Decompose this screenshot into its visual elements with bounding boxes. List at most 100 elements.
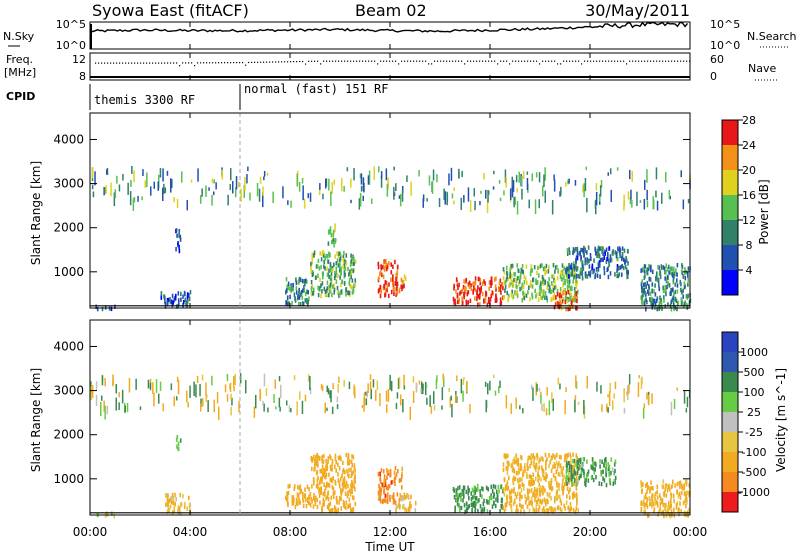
heatmap-cell	[128, 378, 131, 393]
heatmap-cell	[555, 460, 558, 466]
heatmap-cell	[686, 497, 688, 502]
freq-point	[299, 60, 301, 63]
heatmap-cell	[345, 452, 348, 458]
heatmap-cell	[333, 283, 335, 288]
heatmap-cell	[172, 496, 175, 501]
heatmap-cell	[274, 379, 276, 389]
heatmap-cell	[386, 499, 389, 505]
colorbar-swatch	[722, 245, 738, 270]
heatmap-cell	[538, 459, 540, 465]
heatmap-cell	[516, 290, 519, 295]
heatmap-cell	[584, 178, 587, 192]
freq-point	[356, 60, 358, 62]
heatmap-cell	[472, 489, 475, 494]
heatmap-cell	[155, 379, 158, 393]
heatmap-cell	[567, 298, 569, 304]
heatmap-cell	[479, 492, 482, 498]
heatmap-cell	[619, 253, 621, 259]
heatmap-cell	[656, 489, 658, 495]
heatmap-cell	[542, 468, 545, 473]
heatmap-cell	[301, 400, 304, 414]
heatmap-cell	[582, 184, 584, 193]
freq-point	[521, 60, 523, 62]
heatmap-cell	[458, 485, 461, 490]
heatmap-cell	[470, 283, 472, 288]
heatmap-cell	[336, 499, 338, 504]
heatmap-cell	[521, 264, 524, 269]
heatmap-cell	[502, 267, 505, 272]
heatmap-cell	[588, 271, 590, 276]
heatmap-cell	[397, 378, 400, 390]
heatmap-cell	[685, 494, 687, 499]
heatmap-cell	[621, 252, 624, 257]
heatmap-cell	[575, 246, 577, 252]
heatmap-cell	[328, 483, 331, 488]
heatmap-cell	[397, 469, 399, 474]
heatmap-cell	[560, 469, 563, 474]
heatmap-cell	[334, 507, 337, 513]
heatmap-cell	[380, 289, 382, 294]
heatmap-cell	[581, 462, 584, 467]
heatmap-cell	[288, 301, 290, 306]
heatmap-cell	[202, 398, 204, 407]
heatmap-cell	[641, 300, 643, 305]
heatmap-cell	[91, 385, 94, 398]
heatmap-cell	[403, 374, 405, 386]
heatmap-cell	[311, 484, 313, 489]
heatmap-cell	[643, 269, 646, 274]
heatmap-cell	[564, 295, 567, 300]
heatmap-cell	[491, 290, 494, 295]
heatmap-cell	[297, 280, 300, 285]
heatmap-cell	[646, 267, 648, 272]
heatmap-cell	[507, 453, 509, 458]
heatmap-cell	[186, 299, 189, 304]
heatmap-cell	[565, 291, 567, 296]
heatmap-cell	[683, 491, 686, 496]
heatmap-cell	[294, 504, 297, 510]
heatmap-cell	[624, 260, 626, 265]
heatmap-cell	[509, 274, 511, 279]
heatmap-cell	[226, 374, 229, 382]
heatmap-cell	[118, 184, 121, 192]
heatmap-cell	[422, 383, 424, 391]
heatmap-cell	[326, 291, 328, 296]
heatmap-cell	[330, 508, 333, 513]
heatmap-cell	[599, 258, 602, 263]
heatmap-cell	[496, 489, 498, 494]
heatmap-cell	[663, 295, 665, 300]
heatmap-cell	[110, 182, 112, 197]
heatmap-cell	[665, 512, 668, 517]
freq-point	[275, 61, 277, 63]
heatmap-cell	[311, 260, 313, 265]
heatmap-cell	[538, 482, 541, 488]
heatmap-cell	[592, 461, 595, 466]
heatmap-cell	[523, 274, 526, 279]
freq-point	[173, 62, 175, 64]
heatmap-cell	[344, 272, 346, 277]
heatmap-cell	[536, 270, 538, 275]
heatmap-cell	[471, 502, 474, 507]
heatmap-cell	[530, 453, 533, 458]
range-tick-label: 1000	[53, 265, 84, 279]
heatmap-cell	[566, 284, 569, 290]
heatmap-cell	[542, 289, 545, 294]
heatmap-cell	[347, 490, 349, 495]
heatmap-cell	[328, 289, 331, 295]
heatmap-cell	[664, 483, 667, 489]
heatmap-cell	[456, 501, 459, 506]
heatmap-cell	[645, 284, 647, 289]
heatmap-cell	[665, 503, 667, 508]
heatmap-cell	[532, 459, 535, 464]
heatmap-cell	[678, 491, 681, 497]
heatmap-cell	[521, 477, 523, 482]
heatmap-cell	[512, 480, 515, 486]
heatmap-cell	[506, 479, 509, 485]
heatmap-cell	[659, 496, 662, 501]
heatmap-cell	[504, 288, 506, 293]
heatmap-cell	[387, 469, 390, 474]
heatmap-cell	[560, 455, 562, 460]
heatmap-cell	[349, 283, 352, 289]
heatmap-cell	[597, 254, 600, 259]
heatmap-cell	[287, 501, 289, 506]
heatmap-cell	[597, 267, 600, 272]
